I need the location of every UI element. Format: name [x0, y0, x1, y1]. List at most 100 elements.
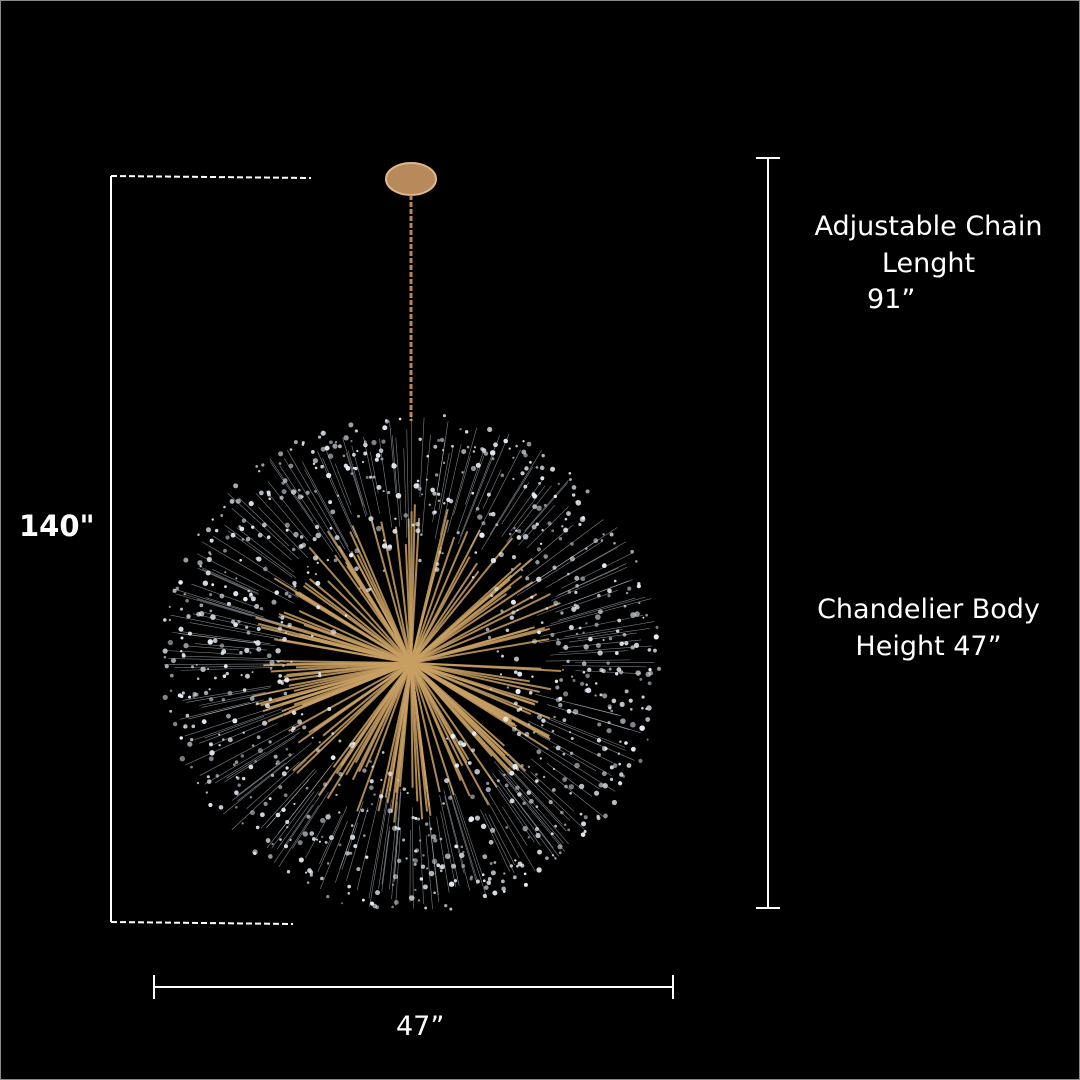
crystal-wire	[192, 613, 256, 629]
crystal	[314, 466, 318, 470]
crystal	[314, 524, 320, 530]
crystal	[326, 894, 330, 899]
crystal-wire	[165, 650, 243, 655]
crystal	[406, 791, 409, 795]
crystal	[422, 854, 425, 857]
crystal	[411, 523, 415, 527]
crystal	[326, 558, 330, 562]
crystal	[426, 867, 429, 870]
crystal	[237, 783, 241, 787]
gold-rod	[386, 662, 412, 803]
crystal	[617, 618, 622, 623]
crystal-wire	[545, 747, 616, 792]
crystal	[569, 478, 572, 481]
crystal	[349, 742, 355, 748]
crystal	[257, 748, 263, 754]
crystal	[527, 836, 530, 839]
crystal-wire	[212, 535, 298, 591]
body-height-label: Chandelier Body Height 47”	[801, 591, 1056, 665]
crystal	[387, 544, 393, 549]
crystal	[278, 451, 284, 457]
crystal	[535, 560, 540, 565]
crystal-wire	[419, 417, 425, 497]
crystal-wire	[447, 782, 479, 883]
crystal	[627, 586, 632, 591]
crystal	[554, 679, 559, 684]
crystal	[256, 626, 261, 631]
crystal	[619, 641, 624, 646]
crystal	[183, 557, 189, 563]
crystal-wire	[184, 723, 278, 766]
crystal	[609, 777, 614, 781]
crystal-wire	[255, 492, 298, 539]
crystal-wire	[458, 450, 496, 544]
body-label-line2: Height 47”	[855, 631, 1002, 662]
crystal	[324, 840, 328, 844]
crystal	[206, 775, 210, 779]
crystal	[561, 525, 564, 528]
crystal	[162, 694, 168, 700]
crystal-wire	[267, 481, 312, 537]
crystal	[256, 735, 261, 740]
crystal-wire	[305, 813, 330, 859]
crystal-wire	[393, 792, 402, 883]
crystal	[523, 882, 528, 887]
gold-rod	[308, 578, 412, 664]
crystal	[258, 490, 264, 496]
crystal	[486, 781, 490, 785]
crystal	[172, 588, 177, 593]
crystal	[539, 542, 543, 546]
crystal	[293, 802, 296, 806]
crystal	[252, 849, 258, 855]
crystal	[606, 661, 610, 665]
crystal	[245, 537, 251, 542]
crystal-wire	[454, 793, 483, 874]
crystal	[551, 788, 556, 792]
crystal-wire	[342, 437, 364, 507]
crystal-wire	[439, 795, 460, 887]
crystal	[535, 779, 539, 783]
crystal	[344, 614, 348, 617]
crystal-wire	[480, 809, 511, 872]
crystal	[249, 651, 252, 654]
crystal	[585, 687, 592, 694]
crystal	[334, 535, 340, 541]
crystal-wire	[525, 519, 604, 578]
crystal-wire	[194, 643, 267, 651]
crystal	[608, 667, 612, 671]
crystal	[214, 528, 219, 533]
crystal	[422, 884, 428, 890]
crystal	[583, 830, 587, 834]
crystal	[492, 890, 498, 896]
crystal	[223, 548, 227, 553]
crystal	[251, 671, 254, 674]
crystal	[433, 444, 438, 449]
crystal-wire	[548, 718, 627, 751]
crystal	[517, 861, 523, 867]
crystal-wire	[535, 694, 622, 717]
crystal	[431, 834, 437, 840]
crystal	[430, 487, 435, 493]
crystal	[331, 732, 334, 735]
gold-rod	[410, 570, 480, 664]
crystal	[330, 509, 336, 515]
crystal	[249, 592, 253, 596]
crystal	[609, 765, 614, 770]
crystal	[490, 870, 496, 876]
crystal-wire	[497, 785, 541, 846]
crystal-wire	[356, 789, 382, 891]
crystal	[585, 489, 590, 494]
crystal	[381, 751, 385, 754]
crystal	[206, 556, 212, 563]
crystal	[220, 514, 224, 517]
crystal-wire	[518, 734, 600, 790]
crystal-wire	[570, 711, 642, 734]
crystal-wire	[549, 650, 628, 656]
crystal	[279, 838, 282, 841]
crystal-wire	[301, 461, 349, 547]
crystal	[224, 571, 227, 574]
crystal-wire	[184, 708, 271, 737]
crystal	[169, 673, 174, 678]
crystal-wire	[201, 541, 299, 598]
crystal-wire	[345, 452, 367, 517]
